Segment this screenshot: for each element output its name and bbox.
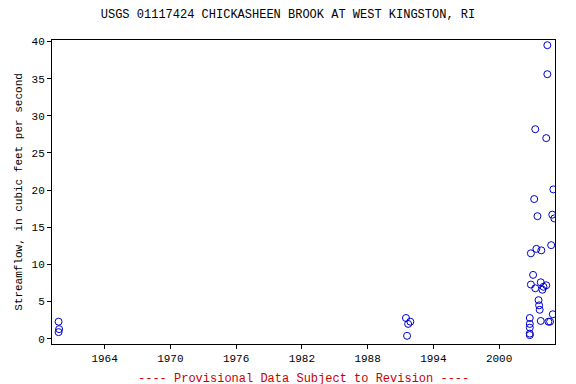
svg-text:40: 40 <box>32 36 45 48</box>
svg-text:1964: 1964 <box>91 353 118 365</box>
svg-text:10: 10 <box>32 259 45 271</box>
svg-text:2000: 2000 <box>486 353 512 365</box>
svg-text:0: 0 <box>38 334 45 346</box>
svg-text:15: 15 <box>32 222 45 234</box>
svg-text:---- Provisional Data Subject: ---- Provisional Data Subject to Revisio… <box>138 372 469 384</box>
svg-text:20: 20 <box>32 185 45 197</box>
svg-text:25: 25 <box>32 148 45 160</box>
svg-text:35: 35 <box>32 74 45 86</box>
svg-text:1982: 1982 <box>289 353 315 365</box>
svg-text:5: 5 <box>38 296 45 308</box>
svg-text:1970: 1970 <box>157 353 183 365</box>
svg-text:USGS 01117424 CHICKASHEEN BROO: USGS 01117424 CHICKASHEEN BROOK AT WEST … <box>101 8 475 22</box>
svg-text:1988: 1988 <box>354 353 380 365</box>
svg-text:Streamflow, in cubic feet per: Streamflow, in cubic feet per second <box>13 73 25 311</box>
svg-text:30: 30 <box>32 111 45 123</box>
svg-text:1976: 1976 <box>223 353 249 365</box>
svg-text:1994: 1994 <box>420 353 447 365</box>
